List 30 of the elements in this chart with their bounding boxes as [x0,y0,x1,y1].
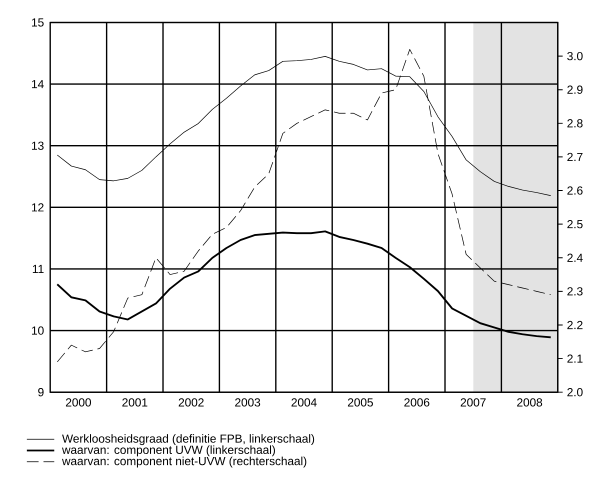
x-tick-label: 2000 [66,398,92,407]
y-tick-label: 15 [32,18,44,27]
x-tick-label: 2006 [404,398,430,407]
y2-tick-label: 2.6 [567,186,583,195]
y-tick-label: 11 [32,264,44,273]
y-tick-label: 13 [32,142,44,150]
y-tick-label: 9 [38,388,44,396]
y2-tick-label: 2.5 [567,220,583,228]
y-tick-label: 12 [32,203,44,212]
y-tick-label: 10 [32,326,44,335]
legend-label: Werkloosheidsgraad (definitie FPB, linkerschaal) [62,434,314,446]
x-tick-label: 2008 [517,398,542,407]
y2-tick-label: 2.7 [567,152,583,162]
y2-tick-label: 2.1 [567,354,583,363]
y-tick-label: 14 [32,80,44,88]
y2-tick-label: 2.3 [567,287,583,296]
x-tick-label: 2002 [178,398,204,407]
x-tick-label: 2001 [122,398,148,407]
x-tick-label: 2003 [235,398,260,407]
x-tick-label: 2004 [292,398,317,407]
legend-label: waarvan: component UVW (linkerschaal) [62,445,275,456]
x-tick-label: 2007 [460,398,486,407]
y2-tick-label: 2.8 [567,119,583,128]
y2-tick-label: 2.4 [567,254,583,262]
legend-label: waarvan: component niet-UVW (rechterschaal) [62,456,306,468]
y2-tick-label: 2.9 [567,86,583,94]
y2-tick-label: 2.2 [567,320,583,330]
y2-tick-label: 3.0 [567,52,583,60]
x-tick-label: 2005 [348,398,373,407]
y2-tick-label: 2.0 [567,388,583,396]
